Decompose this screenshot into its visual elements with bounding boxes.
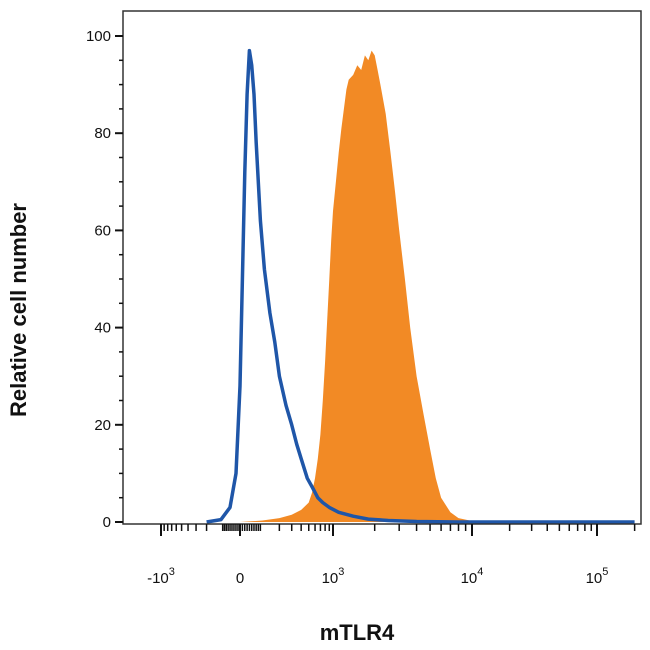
y-tick-label: 0 bbox=[103, 514, 111, 531]
x-axis-title: mTLR4 bbox=[320, 620, 395, 645]
axis-layer: 0 20 40 60 80 100 -103 0 103 104 105 bbox=[86, 28, 636, 587]
x-tick-label: 104 bbox=[461, 566, 484, 587]
y-tick-label: 40 bbox=[94, 320, 111, 337]
x-tick-label: 0 bbox=[236, 570, 244, 587]
series-layer bbox=[206, 48, 635, 524]
x-tick-label: 103 bbox=[322, 566, 345, 587]
x-tick-label: -103 bbox=[147, 566, 175, 587]
series-0-area bbox=[206, 50, 482, 522]
x-tick-label: 105 bbox=[586, 566, 609, 587]
y-axis-title: Relative cell number bbox=[6, 203, 31, 417]
series-1-line bbox=[206, 48, 635, 524]
y-tick-label: 80 bbox=[94, 125, 111, 142]
y-tick-label: 100 bbox=[86, 28, 111, 45]
plot-frame bbox=[122, 10, 642, 525]
y-tick-label: 20 bbox=[94, 417, 111, 434]
y-tick-label: 60 bbox=[94, 222, 111, 239]
